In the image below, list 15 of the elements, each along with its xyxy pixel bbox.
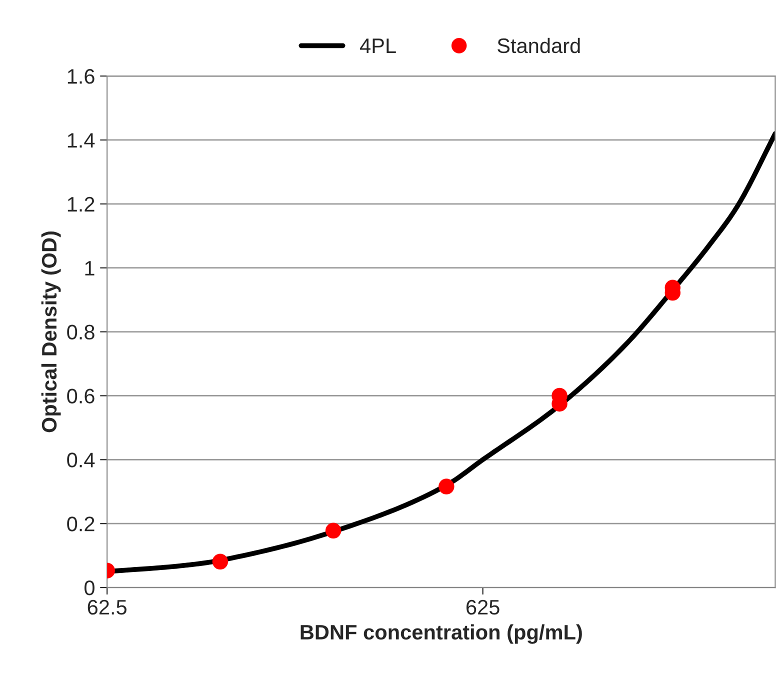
x-tick-label: 625 [466,600,500,615]
y-tick-label: 1.4 [68,133,95,148]
y-tick-label: 1.2 [68,196,94,212]
y-tick-label: 1.6 [68,69,94,84]
x-tick-label: 62.5 [88,600,126,615]
y-tick-label: 0.6 [67,388,94,404]
y-tick-label: 1 [85,261,94,276]
y-axis-title: Optical Density (OD) [41,232,61,432]
y-tick-label: 0.8 [67,324,94,340]
y-tick-label: 0.2 [67,516,94,532]
x-axis-title: BDNF concentration (pg/mL) [300,624,582,644]
y-tick-label: 0.4 [67,452,95,468]
legend-label: Standard [498,38,580,54]
legend-label: 4PL [360,38,396,53]
y-tick-label: 0 [84,580,94,596]
